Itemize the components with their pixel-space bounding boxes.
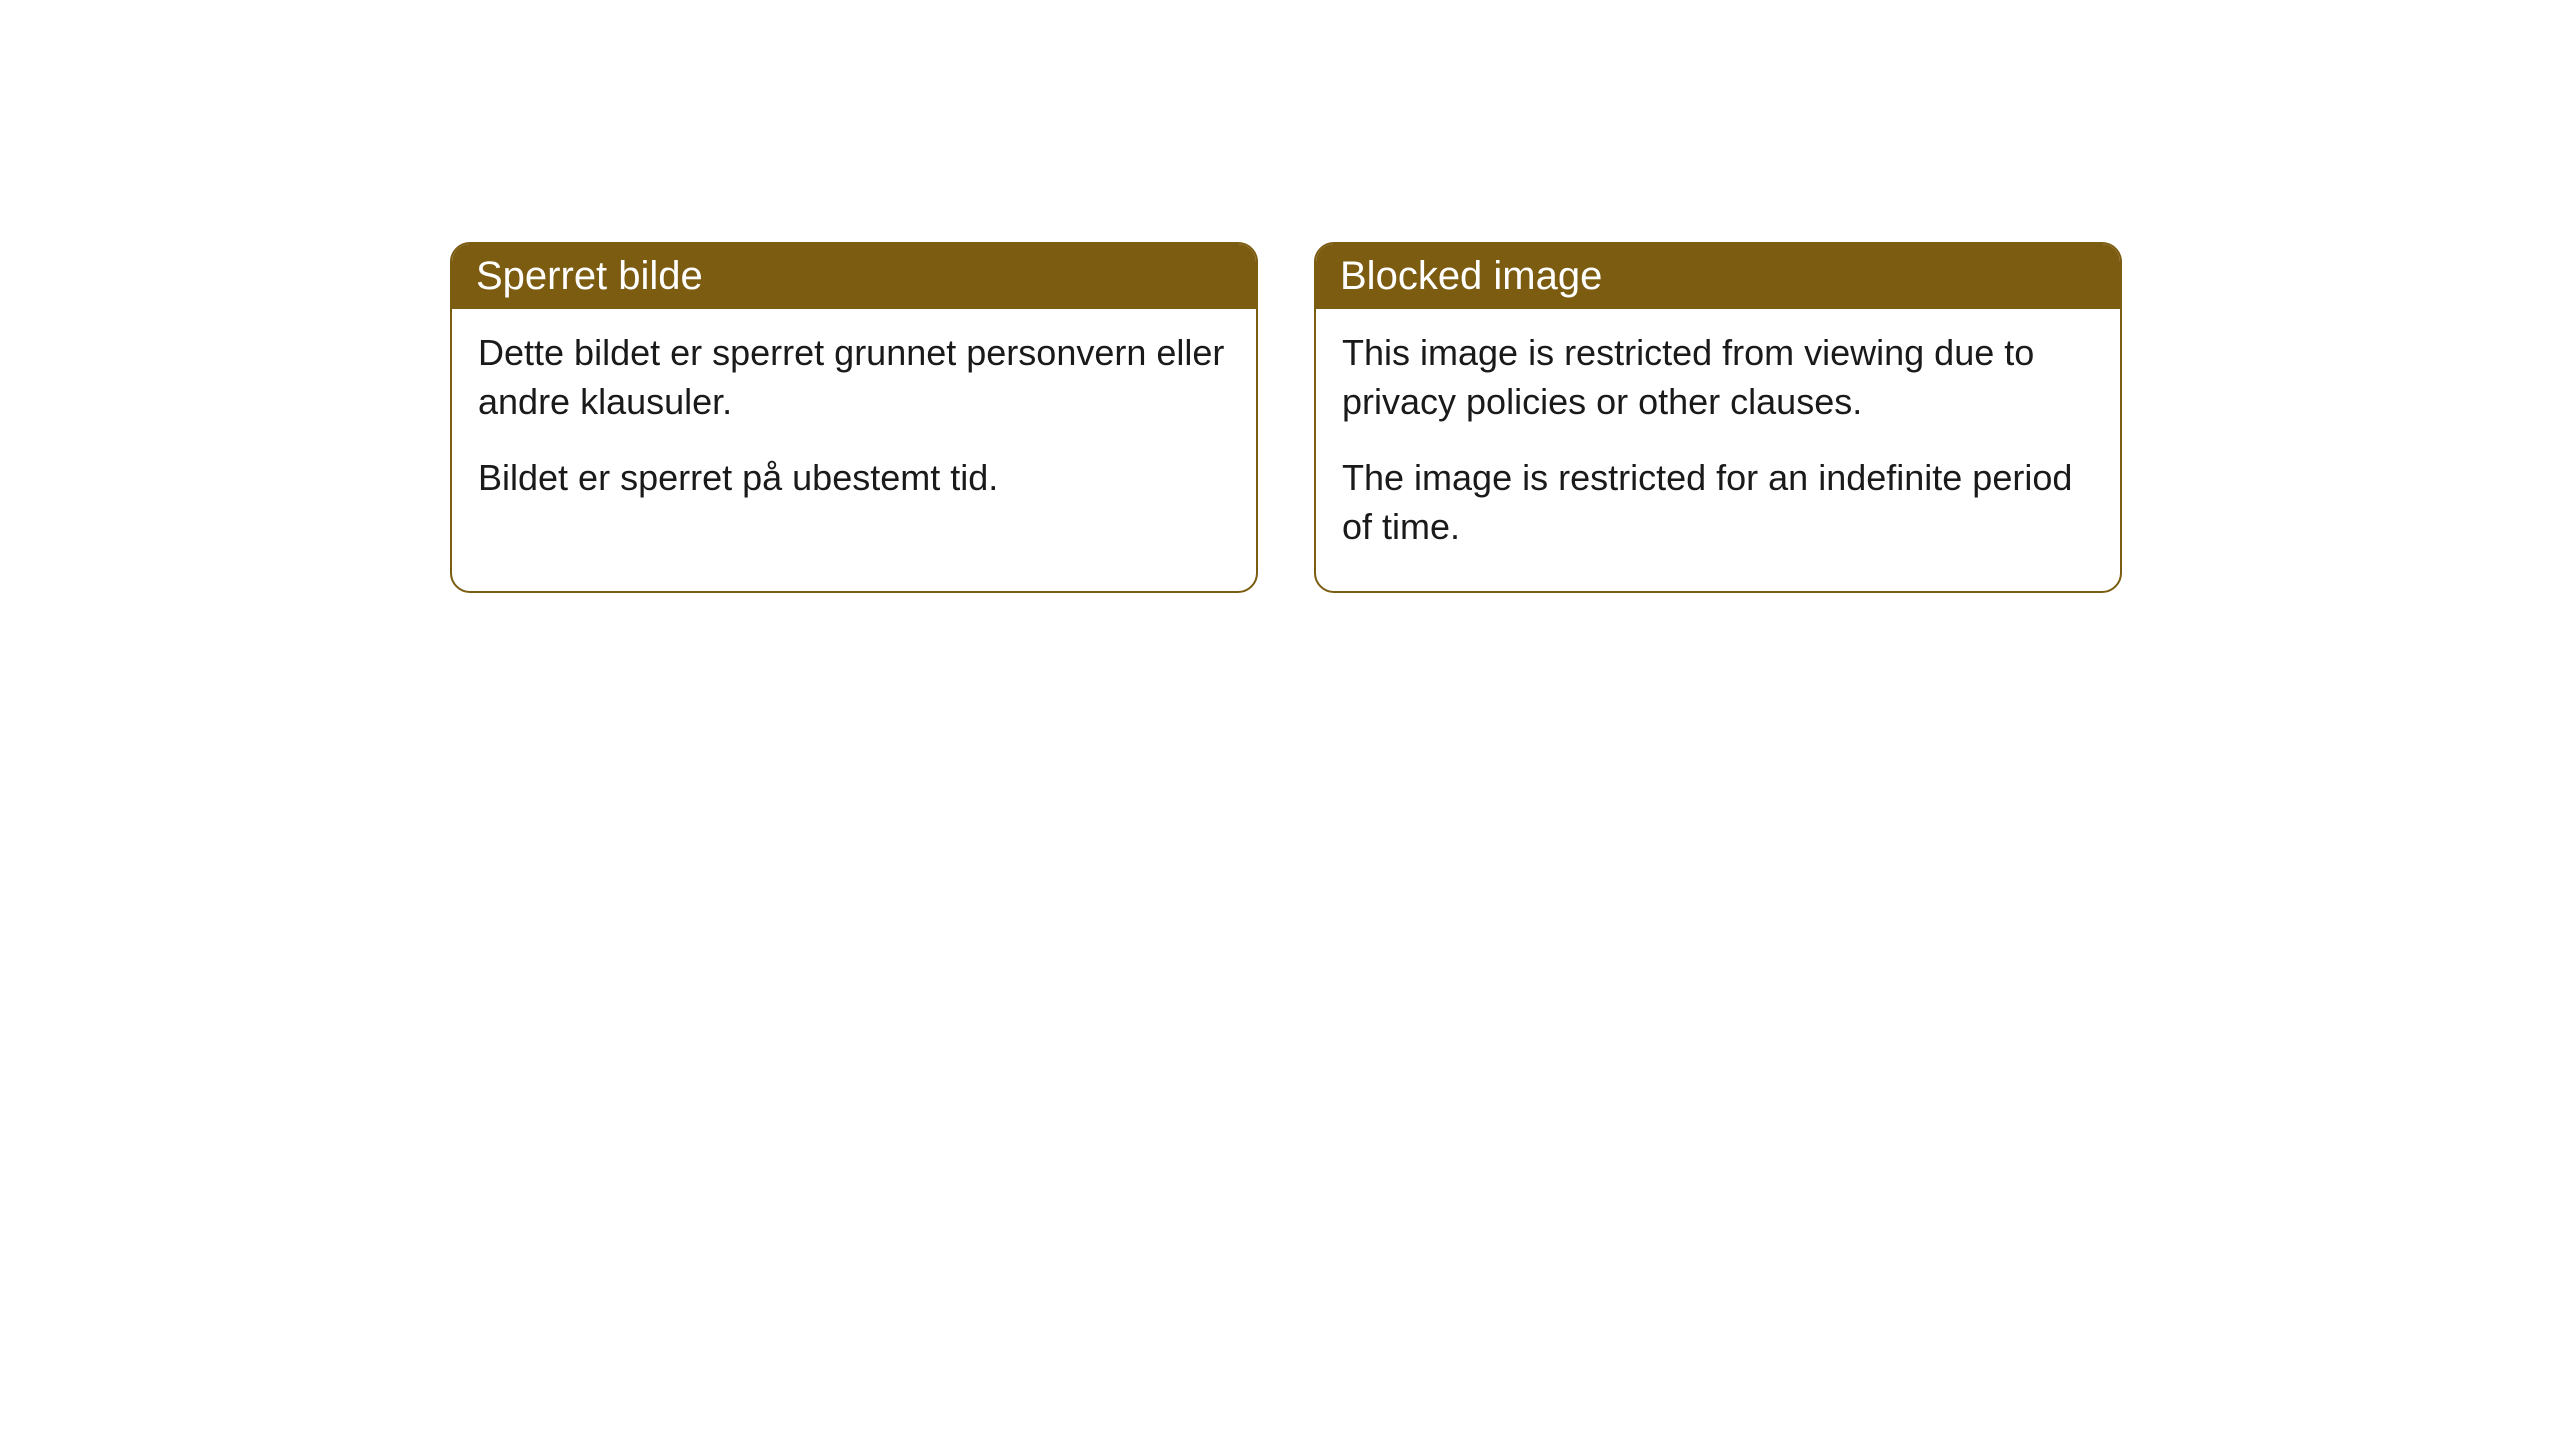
card-title-norwegian: Sperret bilde	[476, 254, 703, 298]
card-paragraph-1-english: This image is restricted from viewing du…	[1342, 329, 2094, 426]
card-paragraph-1-norwegian: Dette bildet er sperret grunnet personve…	[478, 329, 1230, 426]
notice-container: Sperret bilde Dette bildet er sperret gr…	[450, 242, 2122, 593]
blocked-image-card-english: Blocked image This image is restricted f…	[1314, 242, 2122, 593]
card-title-english: Blocked image	[1340, 254, 1602, 298]
card-header-norwegian: Sperret bilde	[452, 244, 1256, 309]
card-paragraph-2-norwegian: Bildet er sperret på ubestemt tid.	[478, 454, 1230, 503]
card-paragraph-2-english: The image is restricted for an indefinit…	[1342, 454, 2094, 551]
card-body-norwegian: Dette bildet er sperret grunnet personve…	[452, 309, 1256, 543]
card-body-english: This image is restricted from viewing du…	[1316, 309, 2120, 591]
blocked-image-card-norwegian: Sperret bilde Dette bildet er sperret gr…	[450, 242, 1258, 593]
card-header-english: Blocked image	[1316, 244, 2120, 309]
